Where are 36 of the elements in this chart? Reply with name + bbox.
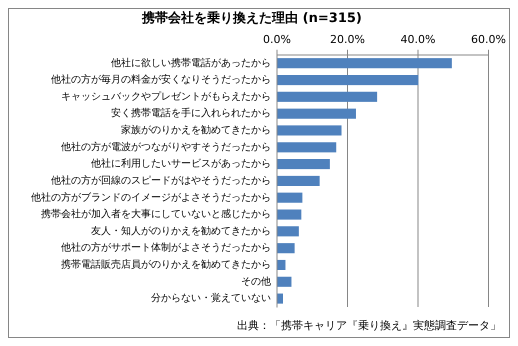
bar: [278, 226, 299, 236]
bar: [278, 260, 286, 270]
y-tick-label: 安く携帯電話を手に入れられたから: [111, 107, 271, 120]
bar: [278, 243, 295, 254]
x-tick-label: 40.0%: [400, 33, 436, 46]
y-tick-label: 他社の方がサポート体制がよさそうだったから: [61, 242, 271, 254]
bar: [278, 142, 336, 152]
bar: [278, 125, 342, 136]
bar: [278, 159, 330, 170]
x-tick-label: 60.0%: [471, 33, 506, 46]
y-tick-label: キャッシュバックやプレゼントがもらえたから: [61, 90, 271, 102]
y-tick-label: 他社の方が電波がつながりやすそうだったから: [61, 140, 271, 153]
y-tick-label: 携帯電話販売店員がのりかえを勧めてきたから: [61, 258, 271, 271]
bar: [278, 108, 356, 119]
bar: [278, 192, 302, 203]
y-tick-label: 他社の方がブランドのイメージがよさそうだったから: [31, 191, 271, 204]
y-tick-label: 他社の方が回線のスピードがはやそうだったから: [51, 174, 271, 186]
bar: [278, 276, 292, 287]
y-tick-label: 友人・知人がのりかえを勧めてきたから: [91, 224, 271, 237]
bar: [278, 294, 283, 304]
bar: [278, 74, 418, 86]
y-tick-label: 他社に利用したいサービスがあったから: [91, 158, 271, 170]
bar: [278, 176, 320, 186]
x-tick-label: 0.0%: [263, 33, 291, 46]
y-tick-label: 他社に欲しい携帯電話があったから: [111, 56, 271, 69]
x-tick-label: 20.0%: [330, 33, 365, 46]
y-tick-label: その他: [241, 275, 271, 288]
y-tick-label: 他社の方が毎月の料金が安くなりそうだったから: [51, 74, 271, 86]
y-tick-label: 分からない・覚えていない: [151, 292, 271, 304]
chart-title: 携帯会社を乗り換えた理由 (n=315): [141, 10, 362, 26]
y-tick-label: 家族がのりかえを勧めてきたから: [121, 124, 271, 136]
bar: [278, 58, 452, 68]
bar: [278, 92, 378, 102]
bar: [278, 209, 302, 220]
source-note: 出典：「携帯キャリア『乗り換え』実態調査データ」: [237, 318, 501, 333]
y-tick-label: 携帯会社が加入者を大事にしていないと感じたから: [41, 208, 271, 220]
